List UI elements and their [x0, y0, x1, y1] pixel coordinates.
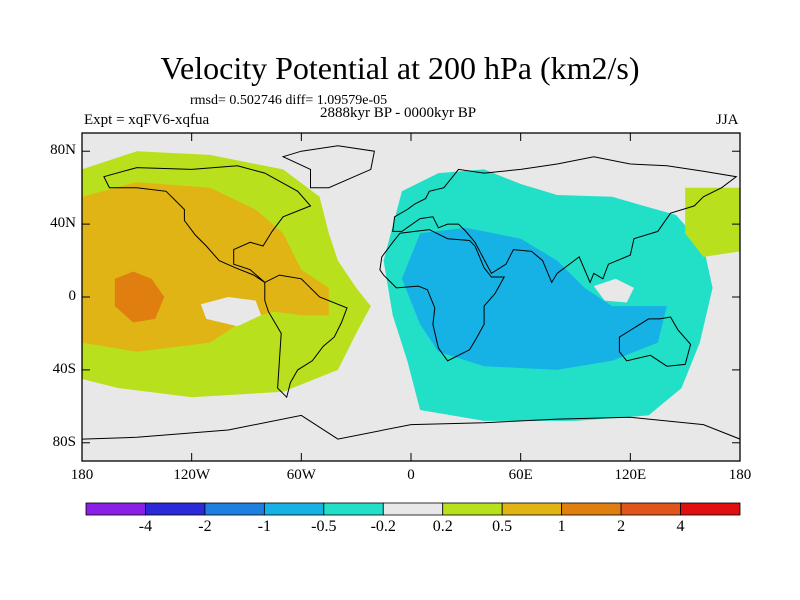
antarctica-outline: [82, 414, 740, 440]
colorbar-swatch: [382, 502, 444, 516]
colorbar-label: 0.5: [492, 518, 513, 535]
north-america-outline: [103, 165, 312, 283]
south-america-outline: [264, 274, 348, 399]
y-tick-label: 40N: [50, 215, 76, 232]
colorbar-label: -1: [257, 518, 272, 535]
chart-title: Velocity Potential at 200 hPa (km2/s): [160, 50, 640, 86]
x-tick-label: 0: [407, 467, 415, 483]
y-tick-label: 80N: [50, 142, 76, 159]
x-tick-label: 180: [728, 467, 752, 483]
x-tick-label: 180: [70, 467, 94, 483]
indian-negative-0.5-1: [401, 227, 667, 370]
y-tick-label: 40S: [52, 360, 76, 377]
colorbar-swatch: [680, 502, 741, 516]
greenland-outline: [281, 145, 375, 189]
colorbar-label: 2: [617, 518, 626, 535]
colorbar-swatch: [620, 502, 681, 516]
colorbar-swatch: [85, 502, 146, 516]
x-tick-label: 120W: [173, 467, 210, 483]
pacific-neutral-hole: [200, 297, 262, 327]
x-tick-label: 60E: [508, 467, 533, 483]
colorbar-swatch: [204, 502, 265, 516]
colorbar-label: -0.2: [370, 518, 396, 535]
colorbar-swatch: [323, 502, 384, 516]
colorbar-label: -0.5: [311, 518, 337, 535]
colorbar-label: 1: [557, 518, 566, 535]
west-pacific-positive-0.2-0.5: [685, 187, 740, 257]
colorbar-swatch: [263, 502, 325, 516]
maritime-neutral-hole: [593, 278, 634, 303]
colorbar-label: -2: [198, 518, 212, 535]
colorbar-label: -4: [138, 518, 153, 535]
field-layer: [82, 145, 740, 440]
colorbar-swatch: [561, 502, 622, 516]
eurasia-outline: [392, 156, 738, 284]
colorbar-label: 4: [676, 518, 685, 535]
x-tick-label: 60W: [286, 467, 316, 483]
colorbar-swatch: [145, 502, 206, 516]
colorbar-swatch: [501, 502, 563, 516]
period-label: 2888kyr BP - 0000kyr BP: [320, 105, 477, 121]
experiment-label: Expt = xqFV6-xqfua: [84, 112, 210, 128]
africa-outline: [379, 229, 506, 362]
season-label: JJA: [716, 112, 739, 128]
pacific-positive-1-2: [114, 271, 165, 323]
colorbar-label: 0.2: [432, 518, 453, 535]
australia-outline: [618, 316, 692, 367]
x-tick-label: 120E: [614, 467, 647, 483]
stats-line: rmsd= 0.502746 diff= 1.09579e-05: [190, 93, 388, 108]
colorbar-swatch: [442, 502, 503, 516]
y-tick-label: 80S: [52, 433, 76, 450]
y-tick-label: 0: [68, 288, 77, 304]
